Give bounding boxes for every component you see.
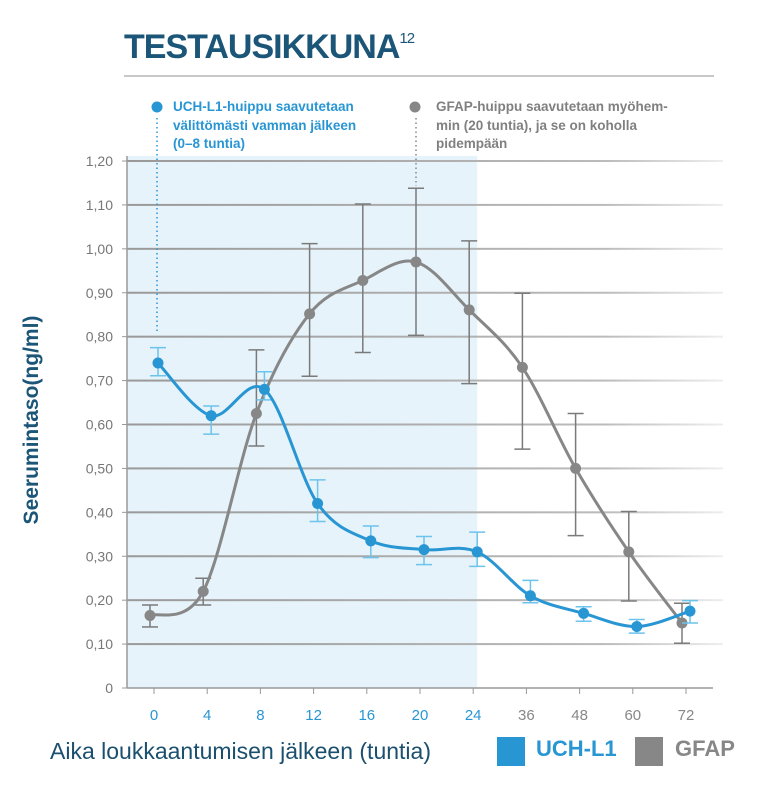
uchl1-point bbox=[631, 621, 643, 633]
y-tick-label: 1,10 bbox=[86, 197, 113, 213]
y-tick-label: 0,60 bbox=[86, 417, 113, 433]
gfap-point bbox=[250, 408, 262, 420]
gridline bbox=[127, 203, 723, 206]
uchl1-line bbox=[156, 361, 691, 629]
gridline bbox=[127, 555, 723, 558]
gridline bbox=[127, 379, 723, 382]
gridline bbox=[127, 423, 723, 426]
y-tick-label: 0,90 bbox=[86, 285, 113, 301]
uchl1-point bbox=[365, 535, 377, 547]
gfap-annotation-dot bbox=[409, 101, 421, 113]
x-tick-label: 48 bbox=[571, 707, 588, 724]
gridline bbox=[127, 247, 723, 250]
gridline bbox=[127, 643, 723, 646]
uchl1-point bbox=[258, 383, 270, 395]
y-tick-label: 1,00 bbox=[86, 241, 113, 257]
gfap-point bbox=[304, 308, 316, 320]
gridline bbox=[127, 335, 723, 338]
y-tick-label: 1,20 bbox=[86, 153, 113, 169]
gridline bbox=[127, 160, 723, 162]
legend-swatch-gfap bbox=[635, 737, 663, 766]
testing-window-shade bbox=[127, 156, 478, 688]
gfap-series bbox=[142, 187, 690, 644]
uchl1-point bbox=[524, 590, 536, 602]
uchl1-annotation-dot bbox=[151, 101, 163, 113]
y-tick-label: 0,10 bbox=[86, 636, 113, 652]
chart-title: TESTAUSIKKUNA12 bbox=[124, 28, 415, 66]
x-tick-label: 12 bbox=[305, 707, 322, 724]
gridline bbox=[127, 599, 723, 602]
x-tick-label: 36 bbox=[518, 707, 535, 724]
x-tick-label: 0 bbox=[150, 707, 158, 724]
gfap-point bbox=[570, 462, 582, 474]
gridline bbox=[127, 511, 723, 514]
uchl1-point bbox=[578, 607, 590, 619]
y-tick-label: 0,70 bbox=[86, 373, 113, 389]
legend-swatch-uchl1 bbox=[497, 737, 525, 766]
y-axis-title: Seerumintaso(ng/ml) bbox=[20, 316, 43, 525]
x-tick-label: 72 bbox=[678, 707, 695, 724]
y-tick-label: 0,80 bbox=[86, 329, 113, 345]
uchl1-point bbox=[205, 410, 217, 422]
uchl1-annotation: UCH-L1-huippu saavutetaan välittömästi va… bbox=[173, 99, 357, 151]
title-divider bbox=[124, 75, 714, 77]
x-tick-label: 20 bbox=[412, 707, 429, 724]
gfap-point bbox=[410, 256, 422, 268]
gridline bbox=[127, 291, 723, 294]
uchl1-series bbox=[150, 346, 698, 634]
legend-label-gfap: GFAP bbox=[675, 736, 735, 761]
y-tick-label: 0 bbox=[105, 680, 113, 696]
gfap-annotation: GFAP-huippu saavutetaan myöhem-min (20 t… bbox=[436, 99, 668, 151]
uchl1-point bbox=[471, 546, 483, 558]
gfap-point bbox=[197, 585, 209, 597]
gfap-point bbox=[144, 610, 156, 622]
x-tick-label: 8 bbox=[256, 707, 264, 724]
gfap-point bbox=[357, 274, 369, 286]
y-tick-label: 0,30 bbox=[86, 548, 113, 564]
uchl1-point bbox=[684, 605, 696, 617]
gfap-point bbox=[516, 361, 528, 373]
gfap-point bbox=[623, 546, 635, 558]
legend-label-uchl1: UCH-L1 bbox=[536, 736, 617, 761]
y-tick-label: 0,40 bbox=[86, 504, 113, 520]
x-tick-label: 4 bbox=[203, 707, 211, 724]
uchl1-point bbox=[312, 498, 324, 510]
x-tick-label: 24 bbox=[465, 707, 482, 724]
uchl1-point bbox=[418, 544, 430, 556]
y-tick-label: 0,50 bbox=[86, 460, 113, 476]
gfap-point bbox=[463, 304, 475, 316]
x-tick-label: 16 bbox=[358, 707, 375, 724]
uchl1-point bbox=[152, 357, 164, 369]
gridline bbox=[127, 467, 723, 470]
y-tick-label: 0,20 bbox=[86, 592, 113, 608]
x-tick-label: 60 bbox=[624, 707, 641, 724]
x-axis-title: Aika loukkaantumisen jälkeen (tuntia) bbox=[50, 738, 431, 764]
